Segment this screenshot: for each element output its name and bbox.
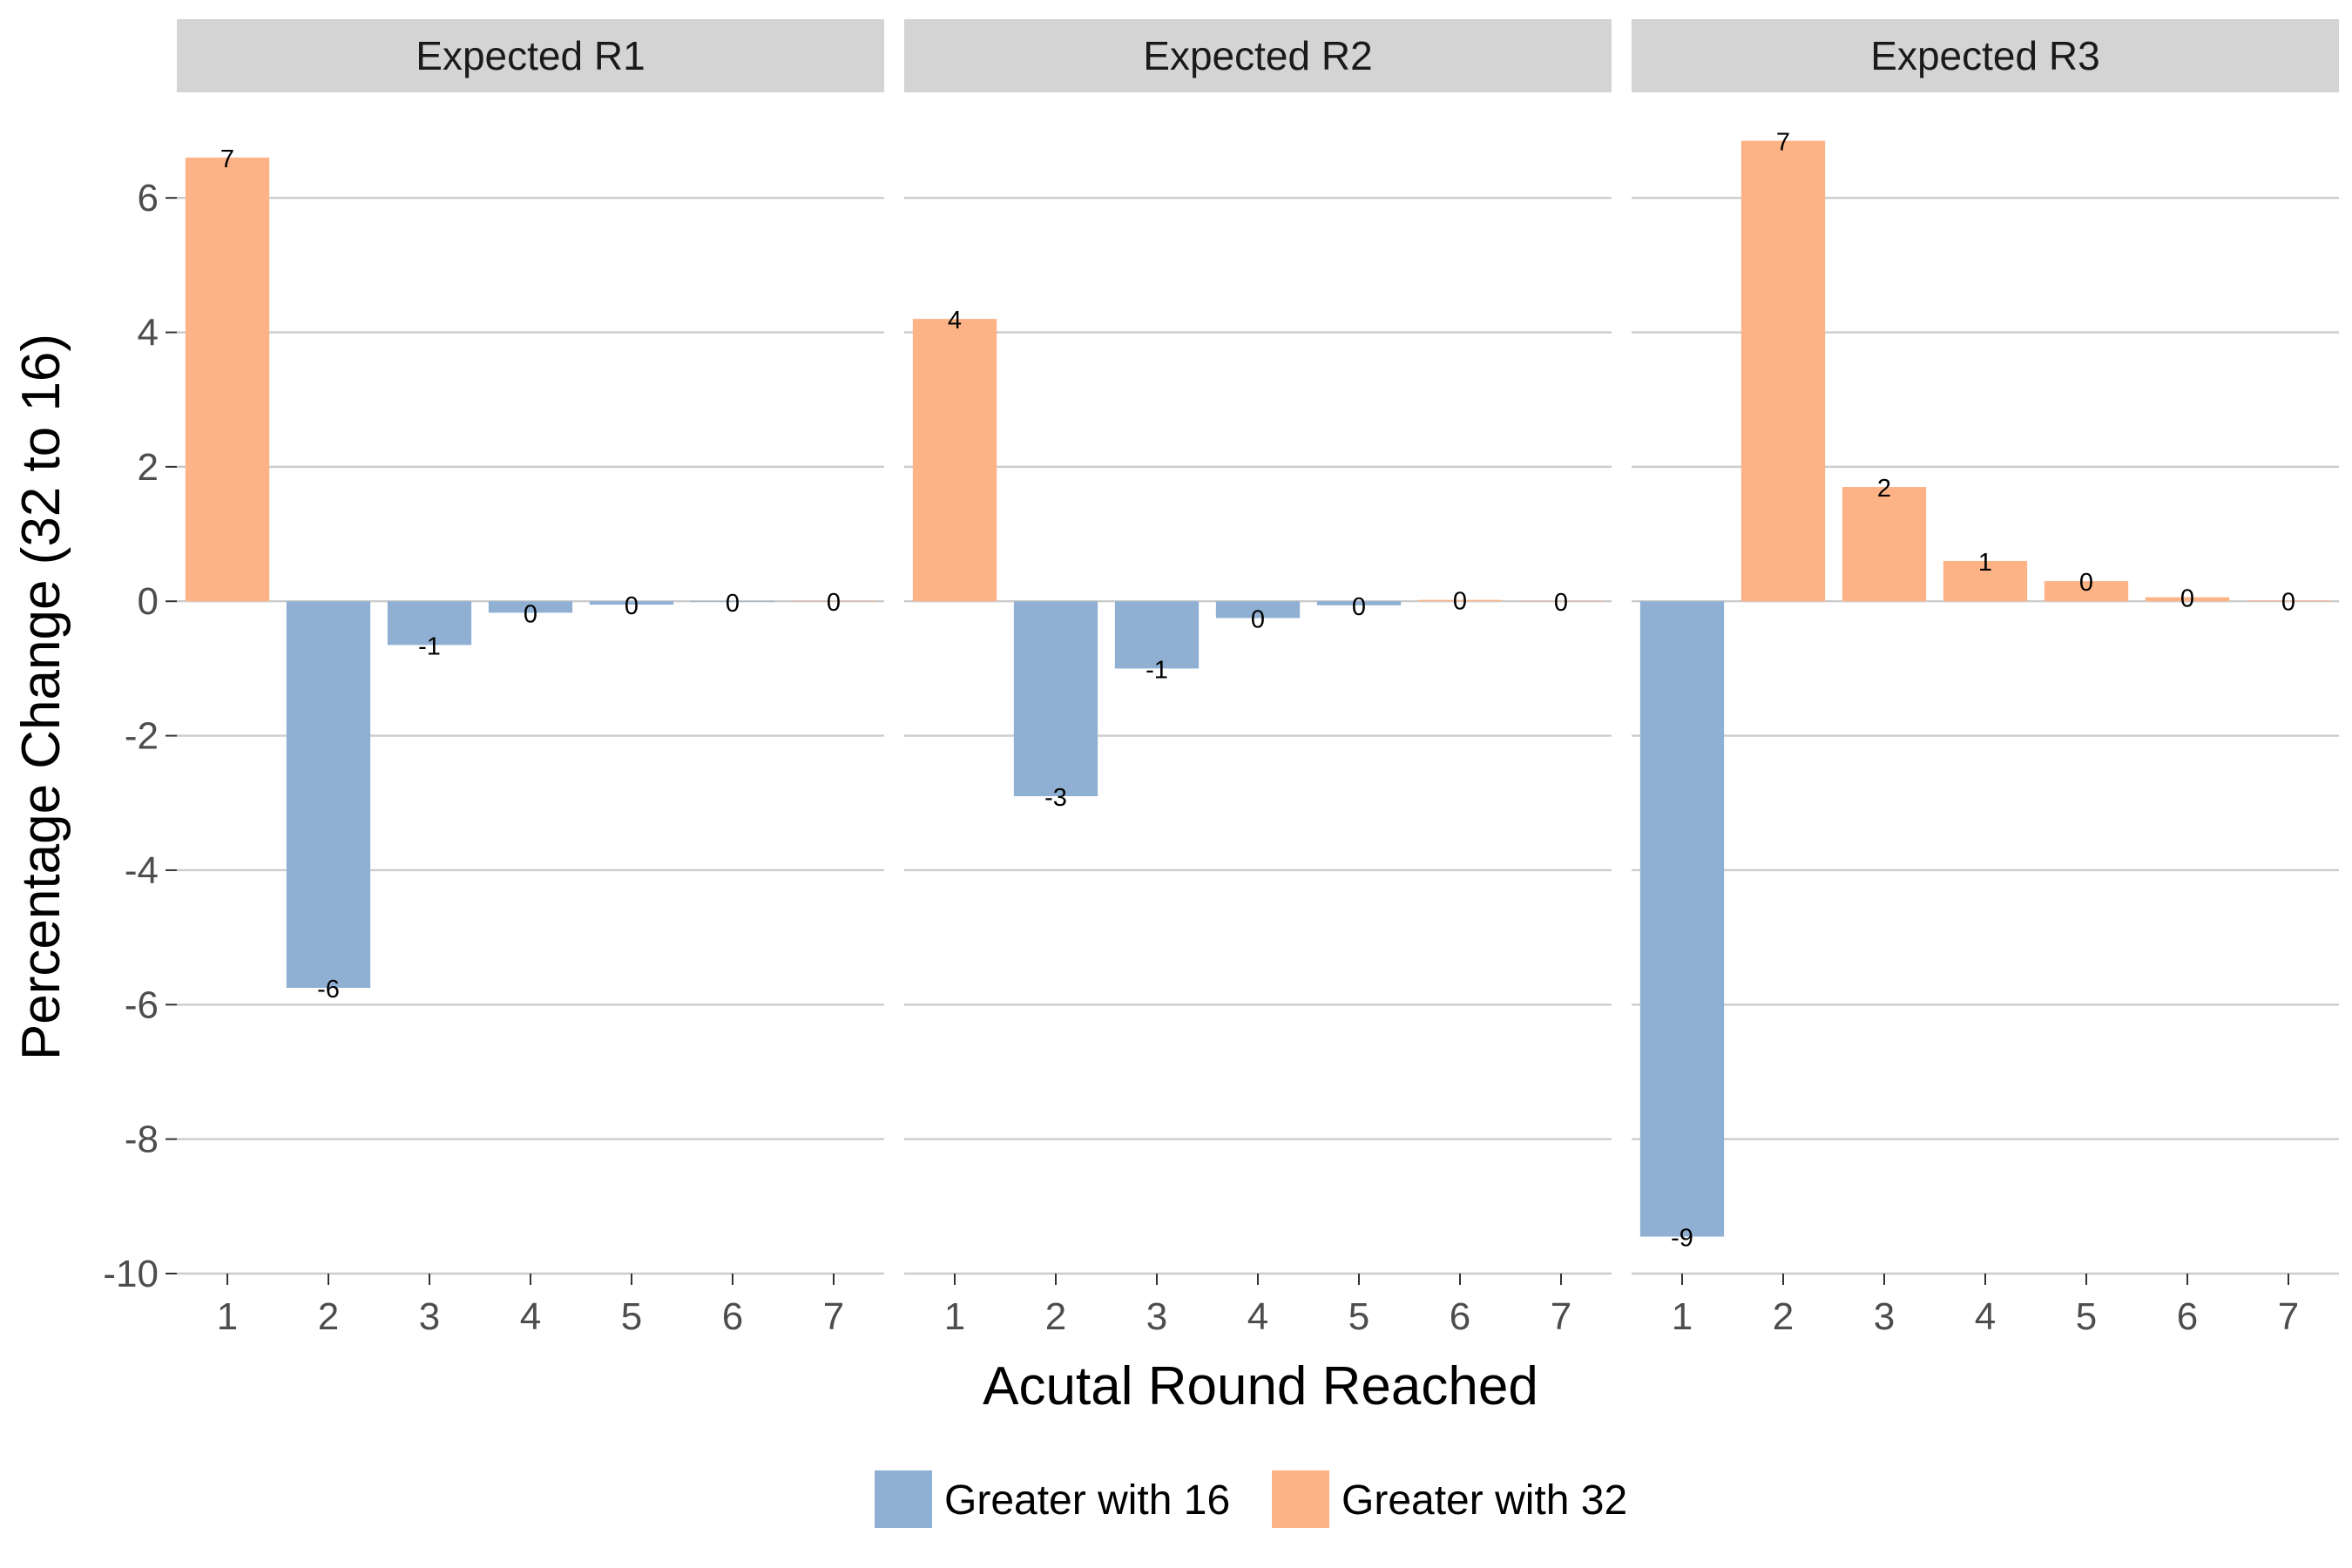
bar-3-3 [1842,487,1927,602]
x-tick-label: 4 [1975,1295,1996,1338]
x-tick-label: 5 [2076,1295,2097,1338]
bar-2-2 [1013,601,1098,797]
bar-3-6 [2145,597,2230,602]
bar-3-2 [1740,140,1826,602]
bar-value-label: 0 [1352,593,1366,621]
bar-1-6 [690,601,775,603]
y-tick-label: -8 [125,1119,159,1161]
bar-value-label: 0 [1251,606,1265,634]
x-axis-title: Acutal Round Reached [983,1356,1538,1416]
facet-panel-1: Expected R1 7 1 -6 2 -1 3 0 4 0 5 0 6 0 7 [177,19,884,1338]
y-tick-label: 2 [138,446,159,489]
bar-3-1 [1639,601,1725,1237]
y-tick-label: -2 [125,715,159,758]
facet-strip-title: Expected R3 [1870,33,2099,78]
x-tick-label: 3 [1146,1295,1167,1338]
x-tick-label: 5 [621,1295,642,1338]
bar-value-label: 0 [1554,589,1568,617]
x-tick-label: 2 [1045,1295,1066,1338]
y-tick-label: 0 [138,580,159,623]
x-tick-label: 7 [823,1295,844,1338]
facet-strip [1632,19,2339,92]
y-tick-label: -10 [103,1253,159,1295]
bar-value-label: 0 [2180,585,2194,613]
bar-value-label: 7 [220,145,234,173]
y-tick-label: 6 [138,177,159,220]
bar-value-label: 0 [827,589,841,617]
bar-2-3 [1114,601,1200,669]
bar-value-label: 0 [726,590,740,618]
bar-value-label: -1 [418,632,441,660]
facet-strip-title: Expected R1 [416,33,645,78]
bar-value-label: 2 [1877,475,1891,503]
x-tick-label: 6 [2177,1295,2198,1338]
bar-2-1 [912,319,997,602]
x-tick-label: 1 [1672,1295,1693,1338]
y-axis-title: Percentage Change (32 to 16) [11,334,71,1060]
bar-2-7 [1518,601,1604,602]
bar-value-label: -1 [1146,656,1168,684]
x-tick-label: 5 [1348,1295,1369,1338]
bar-1-3 [387,601,472,645]
x-tick-label: 3 [1874,1295,1895,1338]
y-tick-label: 4 [138,312,159,355]
bar-3-7 [2246,600,2331,602]
bar-3-5 [2044,581,2129,602]
x-tick-label: 2 [1773,1295,1794,1338]
facet-strip [904,19,1612,92]
y-axis: 6 4 2 0 -2 -4 -6 -8 -10 [103,177,177,1295]
bar-value-label: 0 [524,600,537,628]
x-tick-label: 4 [520,1295,541,1338]
bar-value-label: -3 [1044,784,1067,812]
legend-key-greater-with-16 [875,1470,932,1528]
x-tick-label: 7 [1551,1295,1571,1338]
bar-3-4 [1943,560,2028,602]
bar-1-1 [185,157,270,602]
facet-panel-2: Expected R2 4 1 -3 2 -1 3 0 4 0 5 0 6 0 7 [904,19,1612,1338]
facet-panel-3: Expected R3 -9 1 7 2 2 3 1 4 0 5 0 6 0 7 [1632,19,2339,1338]
bar-value-label: 0 [2079,569,2093,597]
x-tick-label: 6 [722,1295,743,1338]
facet-strip [177,19,884,92]
x-tick-label: 2 [318,1295,339,1338]
bar-value-label: 0 [2281,588,2295,616]
y-tick-label: -6 [125,983,159,1026]
bar-value-label: 1 [1978,549,1992,577]
bar-value-label: 7 [1776,129,1790,157]
bar-value-label: 0 [625,592,639,620]
facet-strip-title: Expected R2 [1143,33,1372,78]
bar-value-label: 4 [948,307,962,335]
bar-value-label: -9 [1671,1225,1693,1253]
legend-label-greater-with-16: Greater with 16 [944,1477,1230,1524]
bar-value-label: 0 [1453,588,1467,616]
x-tick-label: 6 [1450,1295,1470,1338]
x-tick-label: 1 [944,1295,965,1338]
bar-value-label: -6 [317,976,340,1004]
legend: Greater with 16 Greater with 32 [875,1470,1627,1528]
facets-layer: Expected R1 7 1 -6 2 -1 3 0 4 0 5 0 6 0 7 Expected R2 4 1… [177,19,2339,1338]
bar-1-5 [589,601,674,605]
legend-key-greater-with-32 [1272,1470,1329,1528]
bar-1-2 [286,601,371,988]
bar-1-7 [791,601,876,602]
legend-label-greater-with-32: Greater with 32 [1342,1477,1627,1524]
bar-2-4 [1215,601,1301,618]
x-tick-label: 4 [1247,1295,1268,1338]
y-tick-label: -4 [125,849,159,892]
bar-1-4 [488,601,573,613]
x-tick-label: 7 [2278,1295,2299,1338]
bar-2-5 [1316,601,1402,605]
x-tick-label: 3 [419,1295,440,1338]
x-tick-label: 1 [217,1295,238,1338]
bar-2-6 [1417,599,1503,602]
